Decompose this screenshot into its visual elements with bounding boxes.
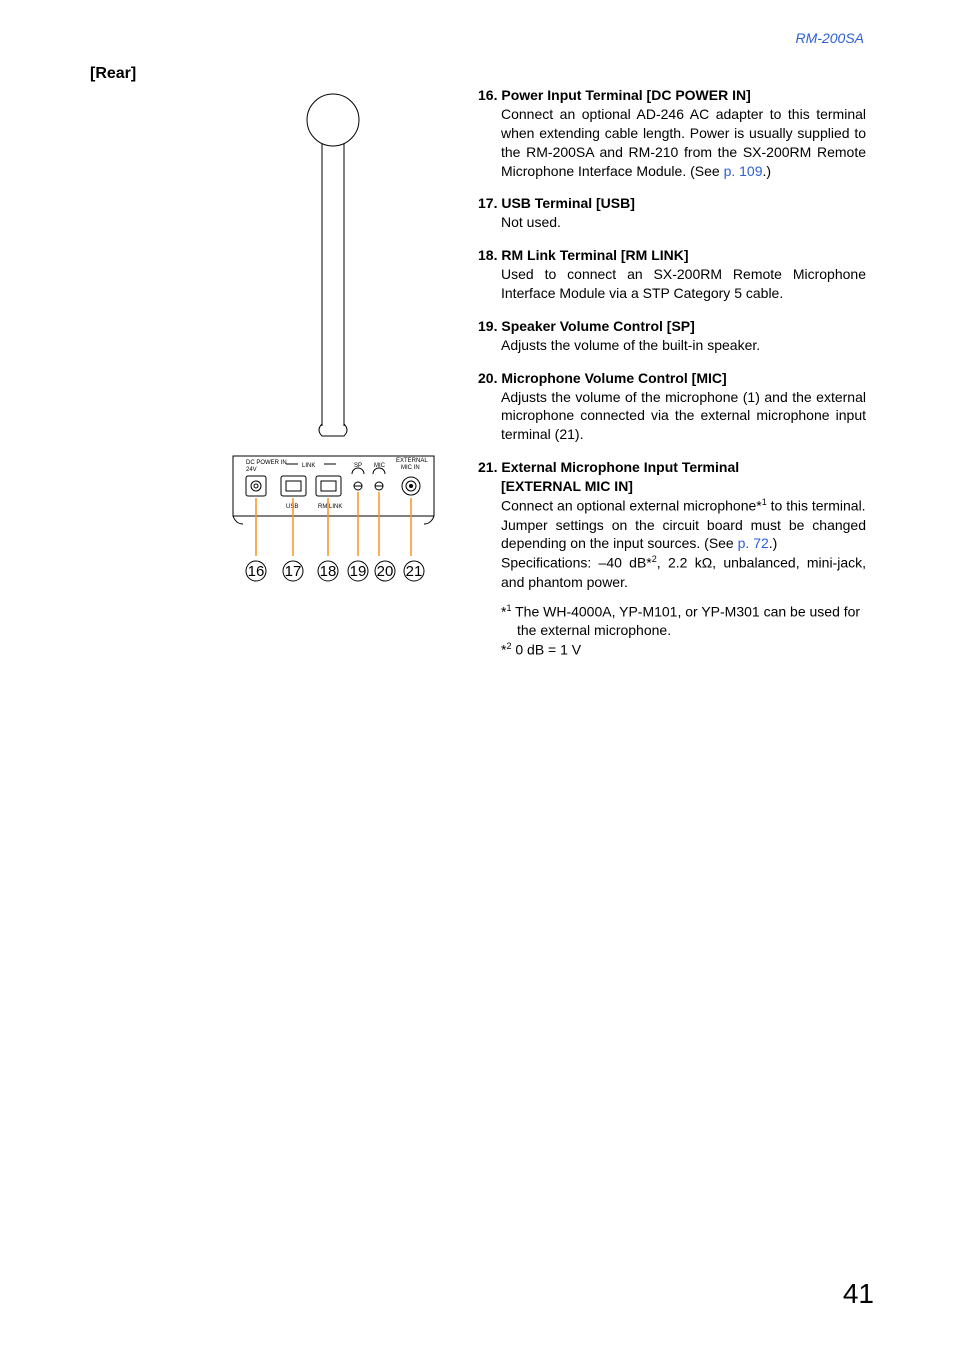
- item-title: USB Terminal [USB]: [501, 195, 635, 211]
- svg-text:24V: 24V: [246, 467, 257, 473]
- item-body-pre: Not used.: [501, 214, 561, 230]
- callout-19: 19: [348, 561, 368, 581]
- page-link[interactable]: p. 72: [738, 535, 769, 551]
- callout-20: 20: [375, 561, 395, 581]
- descriptions-column: 16. Power Input Terminal [DC POWER IN] C…: [478, 86, 866, 674]
- svg-text:17: 17: [285, 563, 302, 580]
- item-21: 21. External Microphone Input Terminal […: [478, 458, 866, 660]
- item-16: 16. Power Input Terminal [DC POWER IN] C…: [478, 86, 866, 180]
- item-num: 16.: [478, 87, 497, 103]
- item-num: 20.: [478, 370, 497, 386]
- item-title: Speaker Volume Control [SP]: [501, 318, 694, 334]
- fn2-txt: 0 dB = 1 V: [511, 642, 581, 658]
- svg-text:DC POWER IN: DC POWER IN: [246, 460, 287, 466]
- item-20: 20. Microphone Volume Control [MIC] Adju…: [478, 369, 866, 445]
- callout-16: 16: [246, 561, 266, 581]
- item-body-pre: Adjusts the volume of the microphone (1)…: [501, 389, 866, 443]
- svg-text:19: 19: [350, 563, 367, 580]
- item-num: 19.: [478, 318, 497, 334]
- callout-17: 17: [283, 561, 303, 581]
- p2b: .): [769, 535, 778, 551]
- svg-text:USB: USB: [286, 504, 298, 510]
- item-title-line1: External Microphone Input Terminal: [501, 459, 739, 475]
- callout-18: 18: [318, 561, 338, 581]
- svg-text:21: 21: [406, 563, 423, 580]
- svg-text:20: 20: [377, 563, 394, 580]
- item-body-post: .): [763, 163, 772, 179]
- item-18: 18. RM Link Terminal [RM LINK] Used to c…: [478, 246, 866, 303]
- page-number: 41: [843, 1278, 874, 1310]
- svg-text:MIC IN: MIC IN: [401, 465, 420, 471]
- p1a: Connect an optional external microphone*: [501, 498, 762, 514]
- section-title: [Rear]: [90, 65, 136, 83]
- item-title: RM Link Terminal [RM LINK]: [501, 247, 688, 263]
- fn1-txt: The WH-4000A, YP-M101, or YP-M301 can be…: [511, 603, 860, 638]
- item-num: 21.: [478, 459, 497, 475]
- item-title: Microphone Volume Control [MIC]: [501, 370, 726, 386]
- svg-text:18: 18: [320, 563, 337, 580]
- page-link[interactable]: p. 109: [724, 163, 763, 179]
- item-17: 17. USB Terminal [USB] Not used.: [478, 194, 866, 232]
- item-title-line2: [EXTERNAL MIC IN]: [478, 477, 866, 496]
- item-num: 18.: [478, 247, 497, 263]
- callout-21: 21: [404, 561, 424, 581]
- item-body-pre: Used to connect an SX-200RM Remote Micro…: [501, 266, 866, 301]
- footnotes: *1 The WH-4000A, YP-M101, or YP-M301 can…: [478, 602, 866, 660]
- item-19: 19. Speaker Volume Control [SP] Adjusts …: [478, 317, 866, 355]
- item-body-pre: Adjusts the volume of the built-in speak…: [501, 337, 760, 353]
- p2a: Jumper settings on the circuit board mus…: [501, 517, 866, 552]
- p3a: Specifications: –40 dB*: [501, 555, 652, 571]
- item-num: 17.: [478, 195, 497, 211]
- svg-text:LINK: LINK: [302, 463, 315, 469]
- p1b: to this terminal.: [767, 498, 866, 514]
- rear-diagram: DC POWER IN 24V LINK USB RM LINK SP MIC …: [226, 86, 441, 594]
- svg-text:16: 16: [248, 563, 265, 580]
- svg-text:RM LINK: RM LINK: [318, 504, 342, 510]
- item-body-pre: Connect an optional AD-246 AC adapter to…: [501, 106, 866, 179]
- model-header: RM-200SA: [796, 30, 864, 46]
- svg-text:EXTERNAL: EXTERNAL: [396, 458, 428, 464]
- item-title: Power Input Terminal [DC POWER IN]: [501, 87, 750, 103]
